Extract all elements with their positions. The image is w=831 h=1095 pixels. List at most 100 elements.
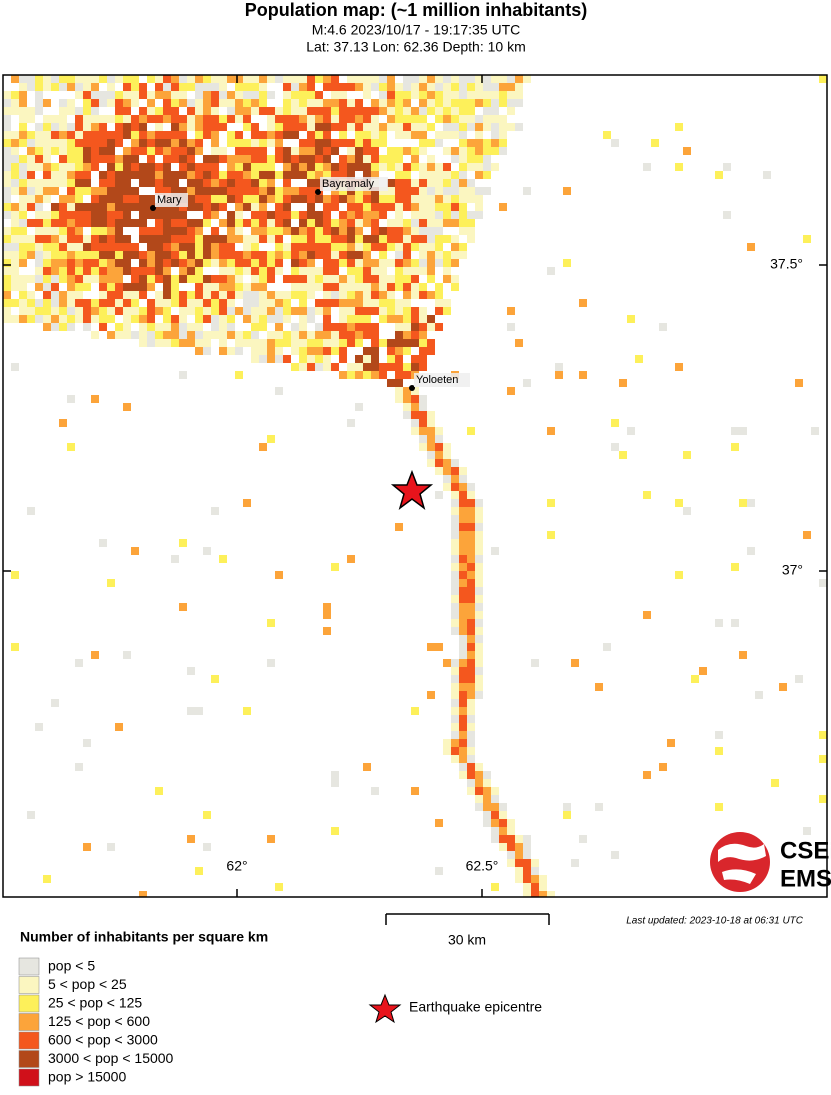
- population-cell: [123, 243, 131, 251]
- population-cell: [299, 219, 307, 227]
- population-cell: [83, 123, 91, 131]
- population-cell: [275, 187, 283, 195]
- lat-label: 37.5°: [770, 256, 803, 272]
- population-cell: [459, 675, 467, 683]
- population-cell: [339, 195, 347, 203]
- population-cell: [299, 323, 307, 331]
- population-cell: [555, 371, 563, 379]
- population-cell: [43, 267, 51, 275]
- population-cell: [331, 243, 339, 251]
- population-cell: [211, 323, 219, 331]
- population-cell: [131, 83, 139, 91]
- population-cell: [347, 363, 355, 371]
- population-cell: [459, 707, 467, 715]
- population-cell: [267, 267, 275, 275]
- population-cell: [395, 115, 403, 123]
- population-cell: [347, 139, 355, 147]
- population-cell: [147, 147, 155, 155]
- population-cell: [411, 187, 419, 195]
- population-cell: [67, 235, 75, 243]
- population-cell: [467, 587, 475, 595]
- population-cell: [347, 107, 355, 115]
- population-cell: [403, 251, 411, 259]
- population-cell: [355, 203, 363, 211]
- population-cell: [187, 203, 195, 211]
- population-cell: [11, 131, 19, 139]
- population-cell: [291, 339, 299, 347]
- population-cell: [195, 227, 203, 235]
- population-cell: [275, 339, 283, 347]
- population-cell: [51, 115, 59, 123]
- population-cell: [83, 75, 91, 83]
- population-cell: [355, 235, 363, 243]
- population-cell: [307, 339, 315, 347]
- population-cell: [123, 331, 131, 339]
- population-cell: [387, 347, 395, 355]
- population-cell: [443, 171, 451, 179]
- population-cell: [107, 267, 115, 275]
- population-cell: [363, 355, 371, 363]
- population-cell: [419, 123, 427, 131]
- population-cell: [515, 843, 523, 851]
- population-cell: [19, 163, 27, 171]
- population-cell: [467, 123, 475, 131]
- population-cell: [467, 179, 475, 187]
- population-cell: [347, 147, 355, 155]
- population-cell: [171, 179, 179, 187]
- population-cell: [419, 235, 427, 243]
- population-cell: [467, 107, 475, 115]
- population-cell: [155, 227, 163, 235]
- population-cell: [459, 171, 467, 179]
- population-cell: [427, 459, 435, 467]
- population-cell: [363, 275, 371, 283]
- population-cell: [43, 83, 51, 91]
- population-cell: [75, 299, 83, 307]
- population-cell: [371, 131, 379, 139]
- population-cell: [307, 219, 315, 227]
- population-cell: [91, 83, 99, 91]
- population-cell: [531, 867, 539, 875]
- population-cell: [211, 99, 219, 107]
- population-cell: [67, 395, 75, 403]
- population-cell: [123, 259, 131, 267]
- population-cell: [139, 275, 147, 283]
- population-cell: [75, 211, 83, 219]
- population-cell: [115, 251, 123, 259]
- population-cell: [579, 835, 587, 843]
- population-cell: [275, 243, 283, 251]
- population-cell: [427, 323, 435, 331]
- population-cell: [219, 75, 227, 83]
- population-cell: [275, 227, 283, 235]
- population-cell: [387, 355, 395, 363]
- population-cell: [371, 243, 379, 251]
- population-cell: [323, 139, 331, 147]
- population-cell: [43, 155, 51, 163]
- population-cell: [75, 203, 83, 211]
- population-cell: [35, 211, 43, 219]
- population-cell: [75, 275, 83, 283]
- population-cell: [107, 227, 115, 235]
- population-cell: [459, 491, 467, 499]
- population-cell: [507, 307, 515, 315]
- population-cell: [147, 99, 155, 107]
- population-cell: [259, 235, 267, 243]
- population-cell: [371, 323, 379, 331]
- population-cell: [475, 595, 483, 603]
- population-cell: [331, 779, 339, 787]
- population-cell: [155, 139, 163, 147]
- population-cell: [795, 675, 803, 683]
- population-cell: [11, 235, 19, 243]
- population-cell: [467, 507, 475, 515]
- population-cell: [411, 227, 419, 235]
- population-cell: [59, 75, 67, 83]
- legend-swatch: [18, 1013, 40, 1031]
- population-cell: [371, 75, 379, 83]
- population-cell: [451, 475, 459, 483]
- population-cell: [323, 299, 331, 307]
- population-cell: [443, 131, 451, 139]
- population-cell: [323, 363, 331, 371]
- population-cell: [227, 267, 235, 275]
- population-cell: [491, 99, 499, 107]
- population-cell: [339, 275, 347, 283]
- population-cell: [259, 355, 267, 363]
